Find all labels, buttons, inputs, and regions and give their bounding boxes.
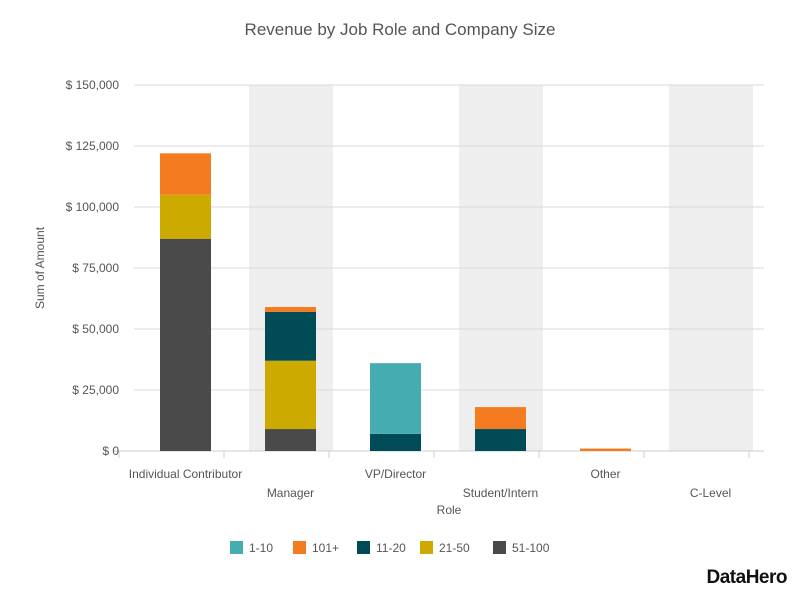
y-tick-label: $ 100,000 xyxy=(66,200,120,214)
y-tick-label: $ 50,000 xyxy=(72,322,119,336)
bar-segment-11-20[interactable] xyxy=(475,429,526,451)
legend-item-1-10[interactable]: 1-10 xyxy=(230,541,273,555)
bar-segment-101+[interactable] xyxy=(265,307,316,312)
bar-segment-101+[interactable] xyxy=(580,448,631,451)
bar-segment-11-20[interactable] xyxy=(370,433,421,451)
legend-swatch xyxy=(357,541,370,554)
y-axis-label: Sum of Amount xyxy=(33,226,47,309)
y-tick-label: $ 150,000 xyxy=(66,78,120,92)
y-tick-label: $ 25,000 xyxy=(72,383,119,397)
y-tick-label: $ 75,000 xyxy=(72,261,119,275)
bar-segment-51-100[interactable] xyxy=(265,429,316,451)
bar-segment-1-10[interactable] xyxy=(370,363,421,434)
legend-label: 51-100 xyxy=(512,541,550,555)
legend-label: 21-50 xyxy=(439,541,470,555)
legend-label: 101+ xyxy=(312,541,339,555)
legend-label: 1-10 xyxy=(249,541,273,555)
x-tick-label: Manager xyxy=(267,486,314,500)
datahero-logo: DataHero xyxy=(707,567,787,588)
legend-swatch xyxy=(493,541,506,554)
legend-item-11-20[interactable]: 11-20 xyxy=(357,541,406,555)
legend-item-51-100[interactable]: 51-100 xyxy=(493,541,550,555)
x-tick-label: Other xyxy=(590,467,620,481)
chart-title: Revenue by Job Role and Company Size xyxy=(245,20,556,39)
x-tick-label: Individual Contributor xyxy=(129,467,242,481)
x-tick-label: C-Level xyxy=(690,486,731,500)
bar-segment-101+[interactable] xyxy=(160,153,211,195)
legend-swatch xyxy=(230,541,243,554)
x-tick-label: Student/Intern xyxy=(463,486,538,500)
bar-segment-21-50[interactable] xyxy=(265,360,316,430)
bar-segment-21-50[interactable] xyxy=(160,194,211,239)
legend-swatch xyxy=(420,541,433,554)
legend-item-101+[interactable]: 101+ xyxy=(293,541,339,555)
y-tick-label: $ 0 xyxy=(102,444,119,458)
x-tick-label: VP/Director xyxy=(365,467,426,481)
bar-segment-101+[interactable] xyxy=(475,407,526,430)
bar-segment-51-100[interactable] xyxy=(160,238,211,451)
legend-label: 11-20 xyxy=(376,541,406,555)
bar-segment-11-20[interactable] xyxy=(265,311,316,361)
legend-item-21-50[interactable]: 21-50 xyxy=(420,541,470,555)
y-tick-label: $ 125,000 xyxy=(66,139,120,153)
legend-swatch xyxy=(293,541,306,554)
x-axis-label: Role xyxy=(437,503,462,517)
